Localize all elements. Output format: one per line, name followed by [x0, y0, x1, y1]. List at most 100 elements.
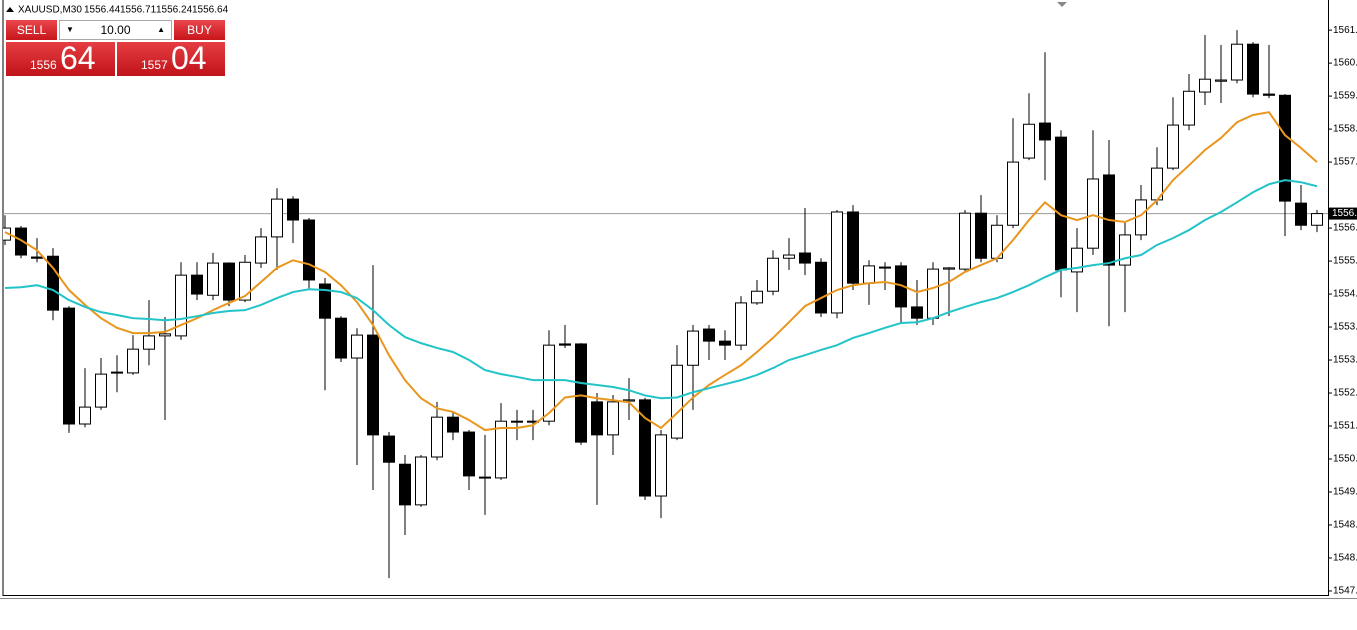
candle-body [895, 265, 907, 308]
y-tick-label: 1553. [1333, 322, 1357, 333]
candle-body [367, 334, 379, 436]
candle-body [767, 257, 779, 292]
candle-body [975, 212, 987, 259]
candle-body [1199, 78, 1211, 93]
candle-body [607, 401, 619, 436]
y-tick-label: 1556. [1333, 223, 1357, 234]
candle-body [191, 274, 203, 295]
y-tick-label: 1558. [1333, 124, 1357, 135]
candle-body [1247, 43, 1259, 95]
lots: 10.00 [100, 23, 131, 37]
candle-body [735, 302, 747, 346]
candle-body [703, 328, 715, 342]
candle-body [671, 364, 683, 439]
ask-box[interactable]: 1557 04 [117, 40, 225, 76]
candle-body [783, 254, 795, 259]
candle-body [1119, 234, 1131, 266]
symbol: XAUUSD,M30 [18, 5, 82, 16]
y-tick-label: 1557. [1333, 157, 1357, 168]
candle-body [879, 266, 891, 269]
candle-body [863, 265, 875, 284]
candle-body [447, 416, 459, 433]
y-tick-label: 1559. [1333, 91, 1357, 102]
y-tick-label: 1560. [1333, 58, 1357, 69]
candle-body [63, 307, 75, 425]
price-tag [1329, 207, 1357, 220]
candle-body [831, 211, 843, 314]
candle-body [543, 344, 555, 422]
candle-body [911, 306, 923, 319]
candle-body [1055, 136, 1067, 271]
candle-body [415, 456, 427, 506]
ohlc-close: 1556.64 [192, 5, 229, 16]
candle-body [687, 330, 699, 366]
lots-up[interactable]: ▲ [157, 25, 165, 34]
candle-body [1311, 213, 1323, 226]
candle-body [511, 420, 523, 423]
price-tag-label: 1556. [1332, 208, 1357, 219]
candle-body [799, 252, 811, 264]
y-tick-label: 1548. [1333, 520, 1357, 531]
collapse-icon [6, 7, 14, 12]
candle-body [1023, 123, 1035, 159]
candle-body [1087, 178, 1099, 249]
candle-body [431, 416, 443, 458]
candle-body [303, 219, 315, 281]
y-tick-label: 1553. [1333, 355, 1357, 366]
candle-body [639, 399, 651, 497]
candle-body [815, 261, 827, 314]
moving-average [4, 179, 1318, 400]
ask-small: 04 [171, 40, 207, 76]
candle-body [1263, 93, 1275, 96]
candle-body [847, 211, 859, 284]
price-axis: 1561. 1560. 1559. 1558. 1557. 1556. 1555. 1554.… [1328, 25, 1357, 597]
buy-button[interactable]: BUY [174, 20, 225, 40]
candle-body [1295, 202, 1307, 226]
candle-body [239, 261, 251, 301]
candle-body [495, 420, 507, 479]
candle-body [399, 463, 411, 506]
y-tick-label: 1549. [1333, 487, 1357, 498]
candle-body [111, 371, 123, 374]
candle-body [751, 290, 763, 304]
moving-average [4, 111, 1318, 432]
bid-box[interactable]: 1556 64 [6, 40, 115, 76]
ohlc-low: 1556.24 [156, 5, 193, 16]
candle-body [1183, 90, 1195, 126]
candle-body [1279, 94, 1291, 202]
candle-body [927, 268, 939, 319]
y-tick-label: 1551. [1333, 421, 1357, 432]
shift-marker [1057, 2, 1067, 7]
candle-body [207, 262, 219, 296]
y-tick-label: 1547. [1333, 586, 1357, 597]
candle-body [335, 317, 347, 359]
candle-body [959, 212, 971, 270]
candle-body [623, 399, 635, 402]
candle-body [271, 198, 283, 238]
y-tick-label: 1561. [1333, 25, 1357, 36]
candle-body [463, 431, 475, 477]
candle-body [591, 401, 603, 436]
candle-body [1215, 79, 1227, 82]
ohlc-open: 1556.44 [84, 5, 121, 16]
candle-body [559, 343, 571, 346]
lots-down[interactable]: ▼ [66, 25, 74, 34]
candle-body [255, 236, 267, 264]
bid-small: 64 [60, 40, 96, 76]
candle-body [223, 262, 235, 301]
y-tick-label: 1555. [1333, 256, 1357, 267]
ask-big: 1557 [141, 58, 168, 72]
y-tick-label: 1554. [1333, 289, 1357, 300]
plot [3, 30, 1328, 579]
candle-body [79, 406, 91, 425]
bid-big: 1556 [30, 58, 57, 72]
sell-button[interactable]: SELL [6, 20, 57, 40]
candle-body [15, 227, 27, 256]
candle-body [719, 340, 731, 346]
candle-body [287, 198, 299, 221]
lots-input[interactable]: ▼ 10.00 ▲ [59, 20, 172, 40]
candle-body [1167, 124, 1179, 169]
candle-body [175, 274, 187, 337]
